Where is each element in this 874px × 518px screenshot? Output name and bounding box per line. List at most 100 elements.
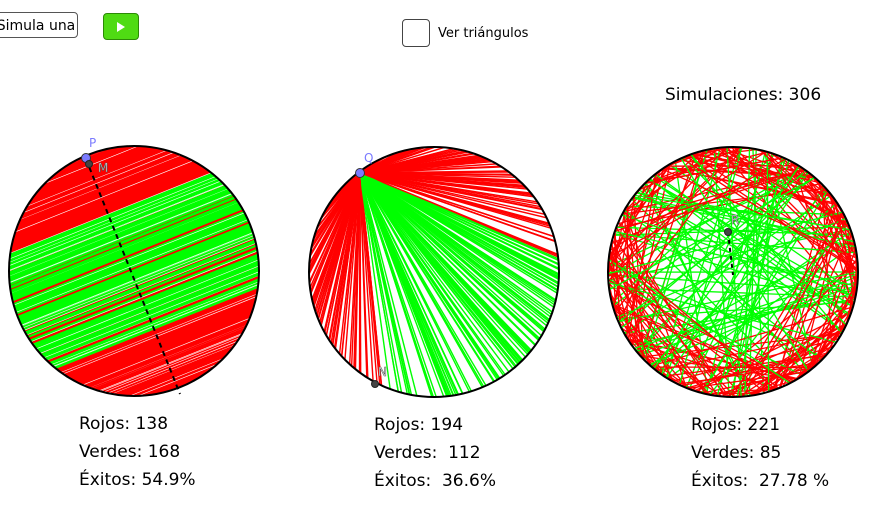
chord-gap	[43, 271, 259, 359]
chord	[315, 172, 361, 316]
chord	[59, 292, 258, 373]
chord	[681, 157, 858, 272]
chord	[359, 157, 486, 174]
chord	[23, 236, 255, 331]
chord	[13, 211, 245, 306]
chord	[359, 172, 533, 196]
chord-gap	[9, 193, 233, 284]
chord	[65, 298, 257, 377]
chord	[609, 250, 633, 347]
chord-gap	[9, 184, 224, 271]
chord	[359, 153, 475, 174]
point-m[interactable]	[85, 160, 93, 168]
chord	[359, 172, 524, 361]
chord	[359, 172, 559, 279]
chord	[664, 166, 839, 206]
verdes-count: Verdes: 168	[79, 442, 181, 462]
chord	[94, 329, 245, 391]
chord	[81, 316, 251, 386]
rojos-count: Rojos: 138	[79, 414, 169, 434]
chord	[656, 331, 843, 372]
chord-gap	[9, 176, 216, 260]
chord	[648, 179, 856, 299]
chord	[17, 156, 188, 227]
chord-gap	[21, 232, 254, 326]
chord	[330, 172, 361, 344]
chord	[10, 168, 209, 250]
chord	[50, 279, 259, 366]
simulate-once-button[interactable]: Simula una	[0, 12, 78, 38]
chord	[608, 158, 787, 259]
chord	[623, 194, 833, 334]
chord-gap	[15, 219, 249, 313]
chord	[744, 148, 751, 397]
play-button[interactable]	[103, 13, 139, 40]
chord	[149, 370, 209, 396]
chord	[30, 147, 160, 201]
chord	[13, 162, 199, 239]
chord-gap	[10, 172, 211, 254]
chord	[359, 163, 497, 174]
chord	[325, 172, 361, 210]
chord	[671, 147, 729, 164]
chord	[608, 282, 837, 343]
chord	[9, 176, 218, 262]
chord	[109, 341, 237, 395]
chord	[614, 150, 701, 231]
chord	[359, 172, 541, 340]
chord	[359, 172, 505, 377]
chord	[9, 172, 214, 256]
chord	[767, 151, 814, 177]
chord	[37, 146, 150, 193]
chord	[608, 258, 791, 384]
chord	[618, 271, 858, 323]
chord	[359, 172, 549, 324]
chord	[9, 181, 224, 270]
chord-gap	[21, 232, 254, 326]
verdes-count: Verdes: 85	[691, 443, 782, 463]
chord-gap	[99, 334, 243, 393]
chord	[9, 186, 228, 277]
chord	[15, 217, 249, 313]
chord	[731, 211, 843, 397]
chord	[614, 230, 858, 287]
chord	[359, 172, 498, 381]
chord	[11, 204, 242, 299]
show-triangles-checkbox[interactable]	[402, 19, 430, 47]
chord	[680, 157, 810, 372]
point-p-label: P	[89, 136, 96, 150]
chord-gap	[35, 259, 259, 350]
chord	[344, 172, 361, 360]
chord	[359, 172, 449, 397]
chord	[105, 339, 239, 394]
chord	[311, 172, 361, 247]
chord	[359, 172, 520, 365]
chord	[359, 172, 553, 313]
chord	[764, 150, 851, 229]
chord	[12, 164, 202, 242]
chord	[632, 197, 856, 248]
chord	[650, 306, 854, 367]
chord	[9, 196, 236, 289]
point-r[interactable]	[724, 228, 732, 236]
chord	[623, 209, 823, 361]
chord	[75, 310, 253, 383]
chord	[12, 207, 243, 302]
point-q[interactable]	[355, 168, 365, 178]
point-m-label: M	[98, 161, 108, 175]
point-n[interactable]	[371, 380, 379, 388]
show-triangles-label[interactable]: Ver triángulos	[438, 26, 529, 41]
chord	[617, 150, 705, 323]
chord	[42, 269, 259, 359]
chord-gap	[39, 265, 259, 354]
chord	[634, 194, 851, 231]
chord	[97, 331, 244, 392]
chord	[359, 172, 368, 378]
chord-gap	[20, 155, 181, 220]
circle-1-simulation: P M	[8, 136, 260, 397]
chord	[359, 172, 383, 386]
chord	[17, 223, 251, 318]
chord-gap	[110, 343, 237, 395]
chord	[614, 169, 806, 232]
chord	[359, 172, 464, 394]
